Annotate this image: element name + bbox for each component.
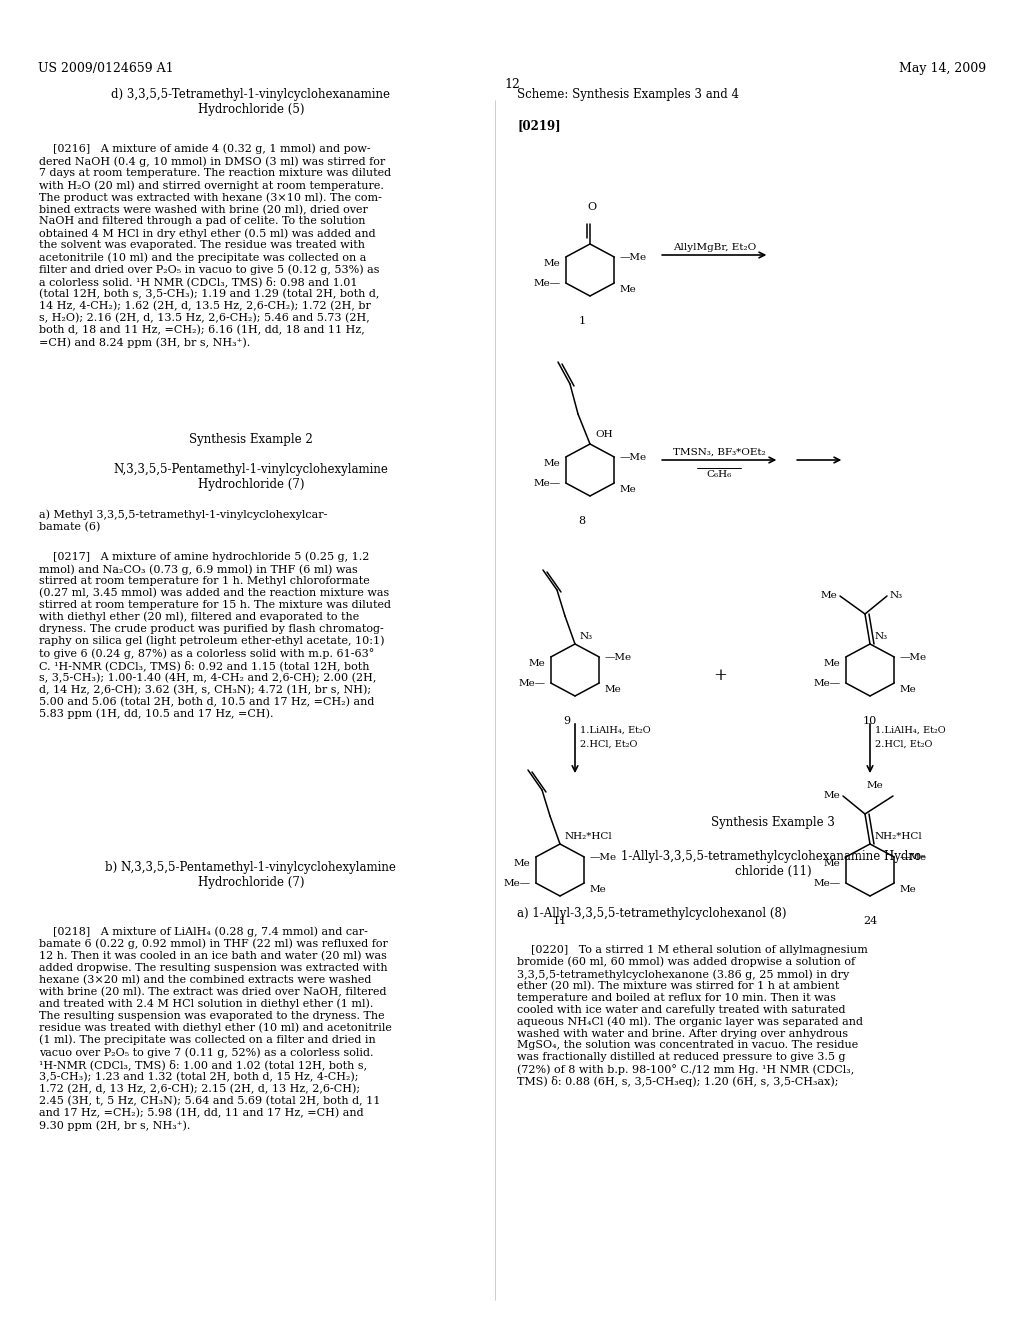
Text: 1.LiAlH₄, Et₂O: 1.LiAlH₄, Et₂O <box>874 726 945 735</box>
Text: Me: Me <box>620 484 636 494</box>
Text: Me: Me <box>589 884 606 894</box>
Text: Me: Me <box>899 884 916 894</box>
Text: 11: 11 <box>553 916 567 927</box>
Text: Me—: Me— <box>534 279 561 288</box>
Text: OH: OH <box>595 430 612 440</box>
Text: May 14, 2009: May 14, 2009 <box>899 62 986 75</box>
Text: a) 1-Allyl-3,3,5,5-tetramethylcyclohexanol (8): a) 1-Allyl-3,3,5,5-tetramethylcyclohexan… <box>517 907 786 920</box>
Text: 1: 1 <box>579 315 586 326</box>
Text: Me: Me <box>867 781 884 791</box>
Text: [0217]   A mixture of amine hydrochloride 5 (0.25 g, 1.2
mmol) and Na₂CO₃ (0.73 : [0217] A mixture of amine hydrochloride … <box>39 552 391 719</box>
Text: —Me: —Me <box>899 652 927 661</box>
Text: Me: Me <box>620 285 636 294</box>
Text: Scheme: Synthesis Examples 3 and 4: Scheme: Synthesis Examples 3 and 4 <box>517 88 739 102</box>
Text: Me—: Me— <box>504 879 530 887</box>
Text: 2.HCl, Et₂O: 2.HCl, Et₂O <box>580 741 637 748</box>
Text: 9: 9 <box>563 715 570 726</box>
Text: Me: Me <box>529 659 546 668</box>
Text: US 2009/0124659 A1: US 2009/0124659 A1 <box>38 62 174 75</box>
Text: 2.HCl, Et₂O: 2.HCl, Et₂O <box>874 741 933 748</box>
Text: Me—: Me— <box>534 479 561 487</box>
Text: 10: 10 <box>863 715 878 726</box>
Text: Me: Me <box>544 259 561 268</box>
Text: d) 3,3,5,5-Tetramethyl-1-vinylcyclohexanamine
Hydrochloride (5): d) 3,3,5,5-Tetramethyl-1-vinylcyclohexan… <box>112 88 390 116</box>
Text: —Me: —Me <box>604 652 632 661</box>
Text: [0216]   A mixture of amide 4 (0.32 g, 1 mmol) and pow-
dered NaOH (0.4 g, 10 mm: [0216] A mixture of amide 4 (0.32 g, 1 m… <box>39 144 391 347</box>
Text: Me: Me <box>899 685 916 694</box>
Text: 24: 24 <box>863 916 878 927</box>
Text: Me: Me <box>544 459 561 469</box>
Text: —Me: —Me <box>589 853 616 862</box>
Text: NH₂*HCl: NH₂*HCl <box>565 832 612 841</box>
Text: O: O <box>588 202 597 213</box>
Text: AllylMgBr, Et₂O: AllylMgBr, Et₂O <box>673 243 756 252</box>
Text: N₃: N₃ <box>874 632 888 642</box>
Text: 1-Allyl-3,3,5,5-tetramethylcyclohexanamine Hydro-
chloride (11): 1-Allyl-3,3,5,5-tetramethylcyclohexanami… <box>622 850 925 878</box>
Text: Me: Me <box>604 685 621 694</box>
Text: Synthesis Example 3: Synthesis Example 3 <box>712 816 835 829</box>
Text: [0218]   A mixture of LiAlH₄ (0.28 g, 7.4 mmol) and car-
bamate 6 (0.22 g, 0.92 : [0218] A mixture of LiAlH₄ (0.28 g, 7.4 … <box>39 927 392 1131</box>
Text: a) Methyl 3,3,5,5-tetramethyl-1-vinylcyclohexylcar-
bamate (6): a) Methyl 3,3,5,5-tetramethyl-1-vinylcyc… <box>39 510 328 532</box>
Text: b) N,3,3,5,5-Pentamethyl-1-vinylcyclohexylamine
Hydrochloride (7): b) N,3,3,5,5-Pentamethyl-1-vinylcyclohex… <box>105 861 396 888</box>
Text: N₃: N₃ <box>890 591 903 601</box>
Text: Me: Me <box>823 792 840 800</box>
Text: Synthesis Example 2: Synthesis Example 2 <box>189 433 312 446</box>
Text: 8: 8 <box>579 516 586 525</box>
Text: [0219]: [0219] <box>517 119 561 132</box>
Text: N,3,3,5,5-Pentamethyl-1-vinylcyclohexylamine
Hydrochloride (7): N,3,3,5,5-Pentamethyl-1-vinylcyclohexyla… <box>114 463 388 491</box>
Text: TMSN₃, BF₃*OEt₂: TMSN₃, BF₃*OEt₂ <box>673 447 766 457</box>
Text: 1.LiAlH₄, Et₂O: 1.LiAlH₄, Et₂O <box>580 726 650 735</box>
Text: +: + <box>713 667 727 684</box>
Text: —Me: —Me <box>620 252 646 261</box>
Text: —Me: —Me <box>899 853 927 862</box>
Text: Me: Me <box>824 859 841 869</box>
Text: Me—: Me— <box>518 678 546 688</box>
Text: 12: 12 <box>504 78 520 91</box>
Text: N₃: N₃ <box>580 632 593 642</box>
Text: Me: Me <box>820 591 837 601</box>
Text: Me: Me <box>824 659 841 668</box>
Text: Me: Me <box>514 859 530 869</box>
Text: Me—: Me— <box>814 879 841 887</box>
Text: —Me: —Me <box>620 453 646 462</box>
Text: C₆H₆: C₆H₆ <box>707 470 732 479</box>
Text: Me—: Me— <box>814 678 841 688</box>
Text: [0220]   To a stirred 1 M etheral solution of allylmagnesium
bromide (60 ml, 60 : [0220] To a stirred 1 M etheral solution… <box>517 945 868 1088</box>
Text: NH₂*HCl: NH₂*HCl <box>874 832 923 841</box>
